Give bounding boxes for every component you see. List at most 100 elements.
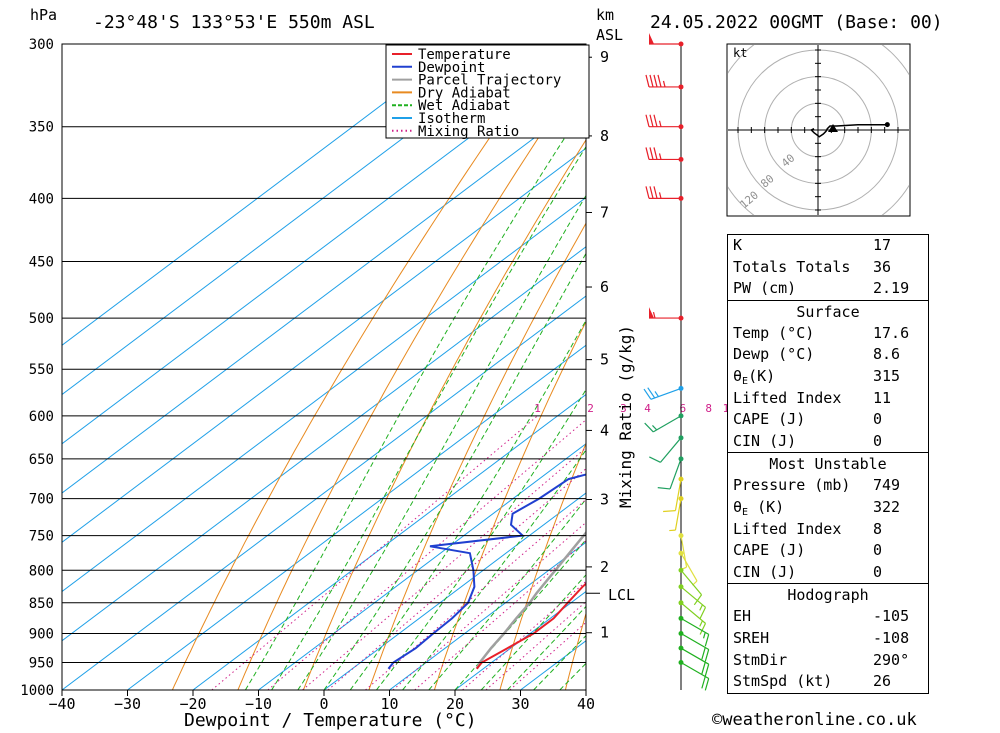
param-row: EH -105	[728, 606, 928, 628]
wind-barb-feather	[645, 114, 650, 127]
pressure-tick-label: 750	[29, 529, 54, 545]
mixing-ratio-label: 8	[705, 402, 712, 415]
wind-barb-feather	[663, 510, 676, 513]
wind-barb-feather	[657, 487, 671, 490]
wind-barb-feather	[644, 422, 654, 433]
wind-barb-feather	[643, 388, 652, 400]
wind-barb-feather	[704, 664, 710, 677]
param-label: θE (K)	[733, 497, 785, 518]
surface-title: Surface	[728, 299, 928, 323]
wind-barb	[663, 476, 684, 513]
param-value: 8.6	[873, 345, 901, 364]
isotherm-line	[62, 44, 464, 346]
param-label: PW (cm)	[733, 279, 797, 298]
temperature-tick-label: 40	[577, 695, 595, 713]
isotherm-line	[192, 393, 586, 690]
wind-barb-staff	[680, 569, 703, 596]
wind-barb-staff	[650, 387, 682, 400]
datetime-title: 24.05.2022 00GMT (Base: 00)	[650, 12, 943, 33]
wind-barb-feather	[704, 678, 710, 691]
credit-text: ©weatheronline.co.uk	[712, 710, 917, 730]
mixing-ratio-line	[267, 419, 586, 690]
storm-motion-marker	[828, 124, 838, 132]
lcl-label: LCL	[608, 586, 635, 604]
height-tick-label: 4	[600, 421, 609, 439]
temperature-tick-label: 10	[380, 695, 398, 713]
wind-barb-feather	[704, 634, 710, 647]
wind-barb-pennant	[649, 33, 654, 44]
wind-barb-feather	[653, 74, 658, 88]
wind-barb-staff	[680, 552, 698, 582]
wind-barb-feather	[645, 186, 650, 199]
param-row: Lifted Index 8	[728, 519, 928, 541]
wind-barb-feather	[704, 649, 710, 662]
wind-barb-feather	[649, 456, 661, 463]
wind-barb-pennant	[649, 307, 654, 319]
wind-barb-staff	[680, 647, 710, 665]
wind-barb	[657, 456, 684, 490]
wind-barb-halfbarb	[702, 632, 706, 639]
wind-barb-halfbarb	[652, 425, 658, 431]
wind-barb-staff	[680, 586, 706, 608]
temperature-tick-label: 0	[319, 695, 328, 713]
parcel-trajectory-line	[475, 530, 586, 670]
param-row: Totals Totals 36	[728, 257, 928, 279]
legend-entry: Parcel Trajectory	[418, 73, 561, 89]
isotherm-line	[62, 295, 586, 690]
height-tick-label: 2	[600, 558, 609, 576]
isotherm-line	[389, 541, 586, 690]
temperature-tick-label: −10	[245, 695, 272, 713]
param-value: 11	[873, 388, 892, 407]
temperature-tick-label: 20	[446, 695, 464, 713]
legend-entry: Mixing Ratio	[418, 124, 519, 140]
mixing-ratio-axis-label: Mixing Ratio (g/kg)	[616, 325, 635, 508]
pressure-tick-label: 450	[29, 255, 54, 271]
height-tick-label: 1	[600, 624, 609, 642]
wind-barb-halfbarb	[658, 153, 662, 160]
pressure-tick-label: 550	[29, 362, 54, 378]
wind-barb	[645, 186, 684, 201]
indices-panel: K 17 Totals Totals 36 PW (cm) 2.19 Surface Te…	[727, 234, 929, 694]
wind-barb-feather	[653, 147, 658, 160]
isotherm-line	[62, 49, 586, 445]
wind-barb	[649, 307, 684, 321]
wind-barb-feather	[649, 147, 654, 160]
wind-barb	[649, 33, 684, 47]
wind-barb	[678, 567, 703, 606]
legend-entry: Dewpoint	[418, 60, 485, 76]
wind-barb-feather	[653, 186, 658, 199]
wind-barb-feather	[699, 607, 707, 619]
hodograph-trace	[810, 123, 888, 138]
param-row: PW (cm) 2.19	[728, 278, 928, 300]
param-row: CIN (J) 0	[728, 431, 928, 453]
wind-barb-halfbarb	[654, 391, 659, 397]
param-label: Temp (°C)	[733, 323, 815, 342]
param-label: θE(K)	[733, 366, 776, 387]
height-unit-asl: ASL	[596, 26, 623, 44]
wind-barb-staff	[680, 632, 710, 650]
wind-barb-feather	[649, 114, 654, 127]
legend-entry: Wet Adiabat	[418, 98, 511, 114]
isotherm-line	[258, 443, 586, 690]
param-label: CIN (J)	[733, 562, 797, 581]
isotherm-line	[62, 147, 586, 543]
wind-barb-staff	[680, 661, 710, 679]
mixing-ratio-line	[211, 415, 538, 690]
pressure-tick-label: 300	[29, 37, 54, 53]
temperature-tick-label: −40	[48, 695, 75, 713]
pressure-unit-label: hPa	[30, 6, 57, 24]
param-label: StmSpd (kt)	[733, 672, 833, 691]
wind-barb-feather	[701, 662, 706, 675]
param-row: Temp (°C) 17.6	[728, 323, 928, 345]
pressure-tick-label: 400	[29, 191, 54, 207]
isotherm-line	[62, 44, 529, 396]
wind-barb	[678, 630, 710, 662]
dry-adiabat-line	[564, 611, 586, 690]
param-value: 17	[873, 236, 892, 254]
param-label: Pressure (mb)	[733, 476, 851, 495]
wind-barb-halfbarb	[699, 604, 703, 611]
isotherm-line	[62, 98, 586, 494]
wind-barb	[678, 645, 710, 677]
